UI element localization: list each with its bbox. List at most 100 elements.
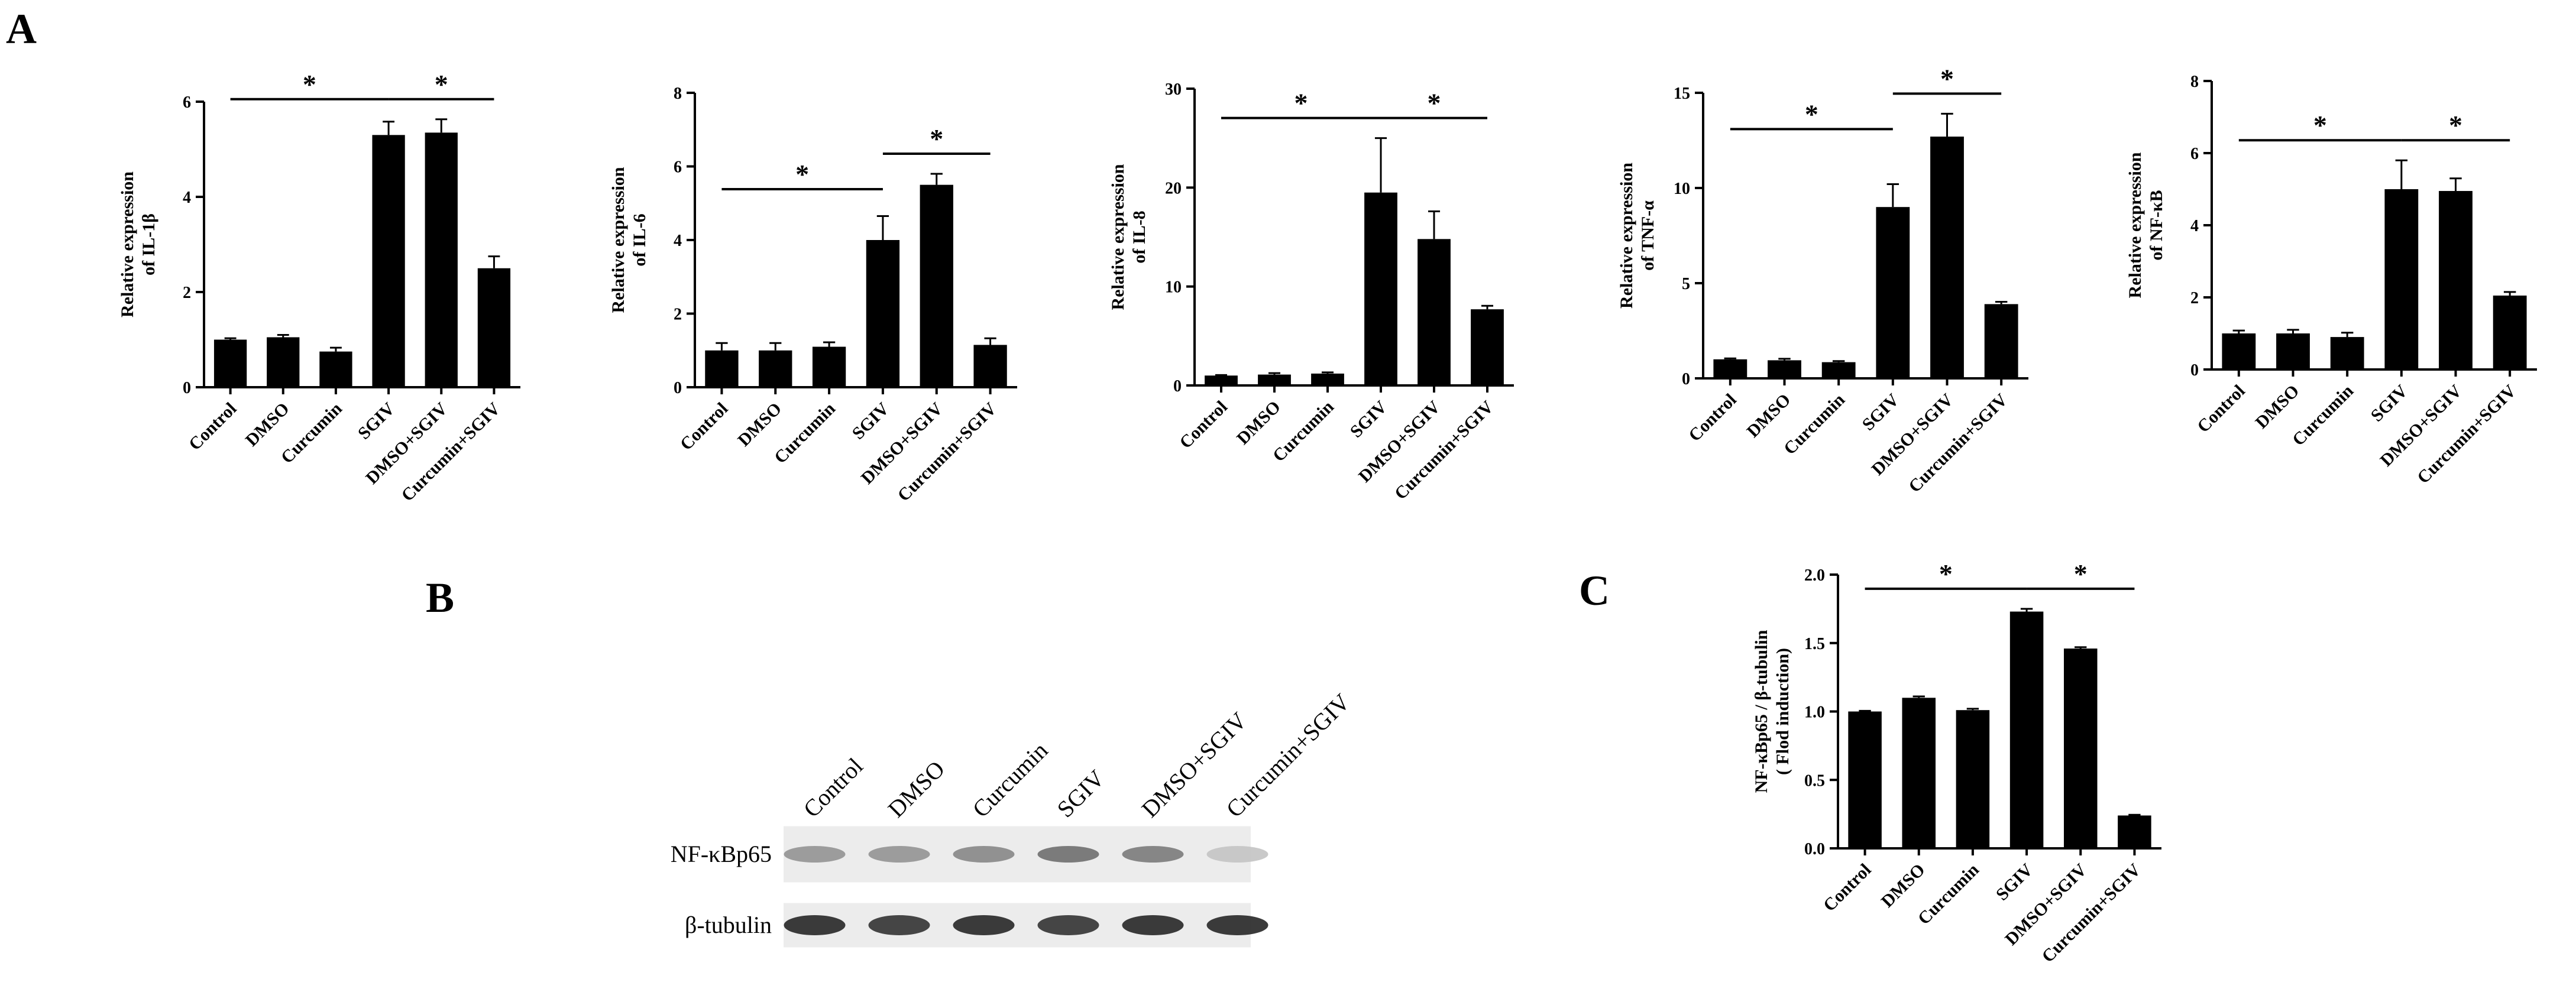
bar bbox=[2330, 337, 2364, 369]
bar bbox=[267, 337, 300, 387]
blot-lane-label: Control bbox=[798, 753, 868, 822]
y-tick-label: 0 bbox=[1682, 370, 1690, 388]
significance-star: * bbox=[795, 159, 809, 189]
x-tick-label: Control bbox=[1820, 860, 1875, 916]
blot-row-label: NF-κBp65 bbox=[671, 841, 772, 867]
chart-3: 0 10 20 30 Relative expression of IL-8 Control… bbox=[1108, 80, 1514, 504]
x-tick-label: Curcumin+SGIV bbox=[894, 398, 1001, 505]
blot-band bbox=[1122, 915, 1184, 935]
significance-star: * bbox=[435, 69, 448, 99]
y-tick-label: 1.0 bbox=[1804, 704, 1825, 722]
x-tick-label: Control bbox=[1685, 390, 1740, 446]
bar bbox=[1956, 710, 1990, 848]
y-tick-label: 10 bbox=[1165, 278, 1182, 297]
significance-star: * bbox=[2313, 110, 2327, 140]
y-tick-label: 2 bbox=[674, 306, 682, 324]
x-tick-label: DMSO bbox=[242, 399, 293, 450]
y-tick-label: 8 bbox=[2190, 73, 2199, 91]
panel-label-a: A bbox=[6, 5, 37, 53]
y-tick-label: 4 bbox=[183, 189, 191, 207]
blot-band bbox=[1206, 915, 1268, 935]
y-tick-label: 0 bbox=[1173, 377, 1182, 395]
x-tick-label: DMSO bbox=[1878, 860, 1929, 912]
y-tick-label: 4 bbox=[2190, 217, 2199, 235]
x-tick-label: SGIV bbox=[1347, 397, 1391, 441]
y-axis-label: NF-κBp65 / β-tubulin( Flod induction) bbox=[1752, 630, 1792, 793]
significance-star: * bbox=[2449, 110, 2462, 140]
blot-band bbox=[1037, 846, 1099, 863]
y-tick-label: 2.0 bbox=[1804, 566, 1825, 585]
x-tick-label: Control bbox=[2193, 381, 2249, 437]
bar bbox=[2009, 611, 2044, 848]
x-tick-label: DMSO bbox=[734, 399, 785, 450]
bar bbox=[1418, 239, 1451, 385]
x-tick-label: Curcumin+SGIV bbox=[2413, 381, 2520, 487]
x-tick-label: DMSO bbox=[1233, 397, 1284, 449]
y-tick-label: 6 bbox=[2190, 145, 2199, 163]
blot-lane-label: Curcumin bbox=[967, 737, 1053, 822]
significance-star: * bbox=[1428, 88, 1441, 118]
bar bbox=[1311, 373, 1344, 385]
y-tick-label: 6 bbox=[183, 93, 191, 112]
blot-band bbox=[1206, 846, 1268, 863]
y-tick-label: 20 bbox=[1165, 179, 1182, 197]
blot-lane-label: SGIV bbox=[1052, 764, 1110, 822]
chart-6: 0.0 0.5 1.0 1.5 2.0 NF-κBp65 / β-tubulin( Flo… bbox=[1752, 559, 2161, 967]
bar bbox=[2276, 333, 2310, 369]
panel-label-b: B bbox=[426, 574, 455, 621]
bar bbox=[1821, 362, 1856, 378]
bar bbox=[1205, 375, 1238, 385]
blot-row-label: β-tubulin bbox=[685, 912, 772, 938]
bar bbox=[2439, 191, 2473, 369]
y-axis-label: Relative expression of TNF-α bbox=[1617, 163, 1658, 309]
blot-band bbox=[868, 915, 930, 935]
blot-band bbox=[953, 846, 1015, 863]
bar bbox=[1768, 360, 1801, 378]
y-tick-label: 10 bbox=[1674, 180, 1690, 198]
x-tick-label: DMSO bbox=[2251, 381, 2303, 433]
y-tick-label: 30 bbox=[1165, 80, 1182, 99]
x-tick-label: SGIV bbox=[1992, 860, 2037, 904]
x-tick-label: Curcumin+SGIV bbox=[1391, 397, 1497, 503]
bar bbox=[1984, 304, 2018, 378]
y-axis-label: Relative expression of IL-6 bbox=[609, 167, 649, 313]
blot-band bbox=[1122, 846, 1184, 863]
x-tick-label: SGIV bbox=[849, 398, 893, 443]
x-tick-label: Curcumin+SGIV bbox=[1905, 390, 2011, 496]
x-tick-label: SGIV bbox=[1859, 390, 1903, 434]
bar bbox=[425, 132, 458, 387]
bar bbox=[973, 345, 1007, 387]
y-tick-label: 0 bbox=[183, 379, 191, 397]
y-tick-label: 15 bbox=[1674, 85, 1690, 103]
y-tick-label: 0 bbox=[674, 379, 682, 397]
bar bbox=[2384, 189, 2419, 369]
bar bbox=[920, 184, 953, 387]
x-tick-label: Control bbox=[677, 399, 732, 455]
bar bbox=[1471, 309, 1504, 385]
bar bbox=[759, 350, 792, 387]
bar bbox=[2493, 295, 2527, 369]
y-axis-label: Relative expression of NF-κB bbox=[2125, 152, 2166, 298]
bar bbox=[1876, 207, 1910, 378]
y-tick-label: 1.5 bbox=[1804, 635, 1825, 653]
blot-lane-label: Curcumin+SGIV bbox=[1221, 688, 1355, 822]
y-tick-label: 2 bbox=[2190, 289, 2199, 307]
bar bbox=[1902, 698, 1936, 848]
blot-band bbox=[784, 846, 846, 863]
bar bbox=[477, 268, 511, 387]
x-tick-label: Curcumin+SGIV bbox=[397, 398, 504, 505]
y-tick-label: 5 bbox=[1682, 275, 1690, 293]
chart-1: 0 2 4 6 Relative expression of IL-1β Control DM… bbox=[118, 69, 520, 505]
bar bbox=[319, 351, 352, 387]
y-tick-label: 6 bbox=[674, 158, 682, 177]
significance-star: * bbox=[1805, 99, 1818, 129]
bar bbox=[866, 240, 900, 387]
x-tick-label: Control bbox=[1176, 397, 1231, 453]
y-tick-label: 8 bbox=[674, 85, 682, 103]
blot-lane-label: DMSO bbox=[883, 756, 950, 823]
blot-band bbox=[784, 915, 846, 935]
significance-star: * bbox=[2074, 559, 2088, 589]
x-tick-label: Curcumin+SGIV bbox=[2038, 860, 2144, 966]
y-tick-label: 2 bbox=[183, 284, 191, 302]
